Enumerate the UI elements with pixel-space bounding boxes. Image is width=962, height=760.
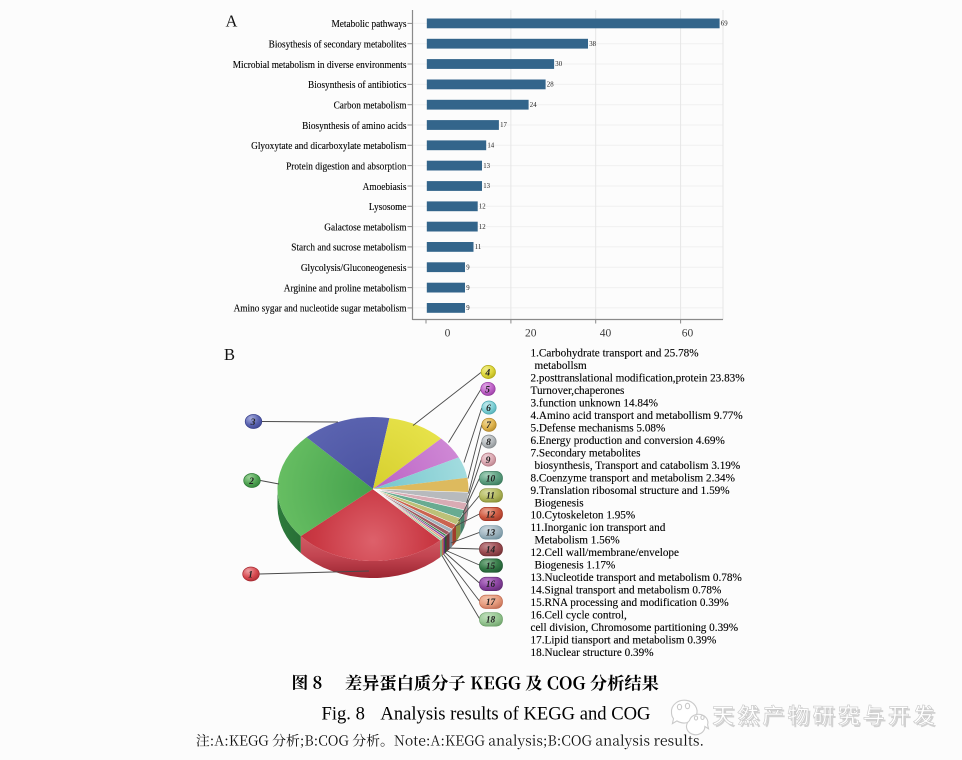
svg-text:metabollsm: metabollsm <box>535 360 587 372</box>
svg-text:4: 4 <box>484 367 490 378</box>
svg-text:9: 9 <box>486 455 491 466</box>
svg-text:biosynthesis, Transport and ca: biosynthesis, Transport and catabolism 3… <box>535 460 741 472</box>
svg-text:9.Translation ribosomal struct: 9.Translation ribosomal structure and 1.… <box>531 485 730 497</box>
svg-text:Turnover,chaperones: Turnover,chaperones <box>531 385 625 397</box>
svg-text:28: 28 <box>547 82 554 89</box>
svg-text:12.Cell wall/membrane/envelope: 12.Cell wall/membrane/envelope <box>531 547 680 559</box>
svg-text:0: 0 <box>445 328 451 340</box>
svg-text:Amoebiasis: Amoebiasis <box>363 181 407 193</box>
svg-text:Analysis results of KEGG and C: Analysis results of KEGG and COG <box>380 703 650 724</box>
svg-text:30: 30 <box>555 61 562 68</box>
svg-text:Starch and sucrose metabolism: Starch and sucrose metabolism <box>291 242 406 254</box>
svg-text:5: 5 <box>485 384 490 395</box>
svg-text:38: 38 <box>589 41 596 48</box>
svg-text:11: 11 <box>475 244 482 251</box>
svg-text:8.Coenzyme transport and metab: 8.Coenzyme transport and metabolism 2.34… <box>531 472 735 484</box>
svg-text:6: 6 <box>486 403 491 414</box>
svg-text:Protein digestion and absorpti: Protein digestion and absorption <box>286 161 406 173</box>
svg-text:8: 8 <box>486 437 491 448</box>
svg-text:10: 10 <box>486 475 496 485</box>
svg-text:7: 7 <box>486 420 492 431</box>
svg-text:15.RNA processing and modifica: 15.RNA processing and modification 0.39% <box>531 597 729 609</box>
svg-text:13.Nucleotide transport and me: 13.Nucleotide transport and metabolism 0… <box>531 572 742 584</box>
svg-text:9: 9 <box>466 305 470 312</box>
svg-text:60: 60 <box>682 328 694 340</box>
svg-text:9: 9 <box>466 264 470 271</box>
svg-text:9: 9 <box>466 285 470 292</box>
svg-text:13: 13 <box>486 529 496 539</box>
svg-text:16.Cell cycle control,: 16.Cell cycle control, <box>531 610 628 622</box>
svg-text:4.Amino acid transport and met: 4.Amino acid transport and metabollism 9… <box>531 410 743 422</box>
svg-text:14: 14 <box>486 546 496 556</box>
svg-text:20: 20 <box>525 328 537 340</box>
svg-text:Glyoxytate and dicarboxylate m: Glyoxytate and dicarboxylate metabolism <box>251 141 407 153</box>
svg-text:3.function unknown 14.84%: 3.function unknown 14.84% <box>531 397 658 409</box>
svg-text:Metabolic pathways: Metabolic pathways <box>332 19 407 31</box>
svg-text:1: 1 <box>248 569 253 580</box>
svg-text:2: 2 <box>248 476 254 487</box>
svg-text:Galactose metabolism: Galactose metabolism <box>324 222 406 234</box>
svg-text:5.Defense mechanisms 5.08%: 5.Defense mechanisms 5.08% <box>531 422 666 434</box>
svg-text:15: 15 <box>486 562 496 572</box>
svg-text:Amino sygar and nucleotide sug: Amino sygar and nucleotide sugar metabol… <box>234 303 407 315</box>
svg-text:2.posttranslational modificat: 2.posttranslational modification,protein… <box>531 372 745 384</box>
svg-text:69: 69 <box>721 21 728 28</box>
svg-text:11.Inorganic ion transport an: 11.Inorganic ion transport and <box>531 522 666 534</box>
svg-text:Microbial metabolism in divers: Microbial metabolism in diverse environm… <box>233 59 407 71</box>
svg-text:18: 18 <box>486 616 496 626</box>
svg-text:Biosythesis of secondary metab: Biosythesis of secondary metabolites <box>269 39 407 51</box>
svg-text:11: 11 <box>486 492 495 502</box>
svg-text:Fig. 8: Fig. 8 <box>322 703 365 724</box>
svg-text:1.Carbohydrate transport and 2: 1.Carbohydrate transport and 25.78% <box>531 348 699 360</box>
svg-text:Biosynthesis of antibiotics: Biosynthesis of antibiotics <box>308 80 407 92</box>
svg-text:14: 14 <box>487 143 494 150</box>
svg-text:13: 13 <box>483 163 490 170</box>
svg-text:40: 40 <box>600 328 612 340</box>
svg-text:6.Energy production and conver: 6.Energy production and conversion 4.69% <box>531 435 725 447</box>
svg-text:7.Secondary metabolites: 7.Secondary metabolites <box>531 447 641 459</box>
svg-text:Biogenesis 1.17%: Biogenesis 1.17% <box>535 560 616 572</box>
svg-text:12: 12 <box>486 510 496 520</box>
svg-text:Lysosome: Lysosome <box>369 202 407 214</box>
svg-text:12: 12 <box>479 224 486 231</box>
svg-text:10.Cytoskeleton 1.95%: 10.Cytoskeleton 1.95% <box>531 510 636 522</box>
svg-text:B: B <box>224 345 235 364</box>
svg-text:cell division, Chromosome part: cell division, Chromosome partitioning 0… <box>531 622 739 634</box>
svg-text:A: A <box>226 11 238 30</box>
svg-text:24: 24 <box>530 102 537 109</box>
svg-text:Arginine and proline metabolis: Arginine and proline metabolism <box>284 283 407 295</box>
svg-text:13: 13 <box>483 183 490 190</box>
svg-text:12: 12 <box>479 204 486 211</box>
svg-text:Glycolysis/Gluconeogenesis: Glycolysis/Gluconeogenesis <box>301 262 407 274</box>
svg-text:Biogenesis: Biogenesis <box>535 497 584 509</box>
svg-text:Metabolism 1.56%: Metabolism 1.56% <box>535 535 620 547</box>
svg-text:Carbon metabolism: Carbon metabolism <box>334 100 407 112</box>
svg-text:3: 3 <box>250 417 256 428</box>
svg-text:18.Nuclear structure 0.39%: 18.Nuclear structure 0.39% <box>531 647 654 659</box>
svg-text:17.Lipid tiansport and metabol: 17.Lipid tiansport and metabolism 0.39% <box>531 635 717 647</box>
svg-text:Biosynthesis of amino acids: Biosynthesis of amino acids <box>302 120 406 132</box>
svg-text:17: 17 <box>500 122 507 129</box>
svg-text:17: 17 <box>486 598 496 608</box>
svg-text:16: 16 <box>486 580 496 590</box>
svg-text:14.Signal transport and metabo: 14.Signal transport and metabolism 0.78% <box>531 585 722 597</box>
